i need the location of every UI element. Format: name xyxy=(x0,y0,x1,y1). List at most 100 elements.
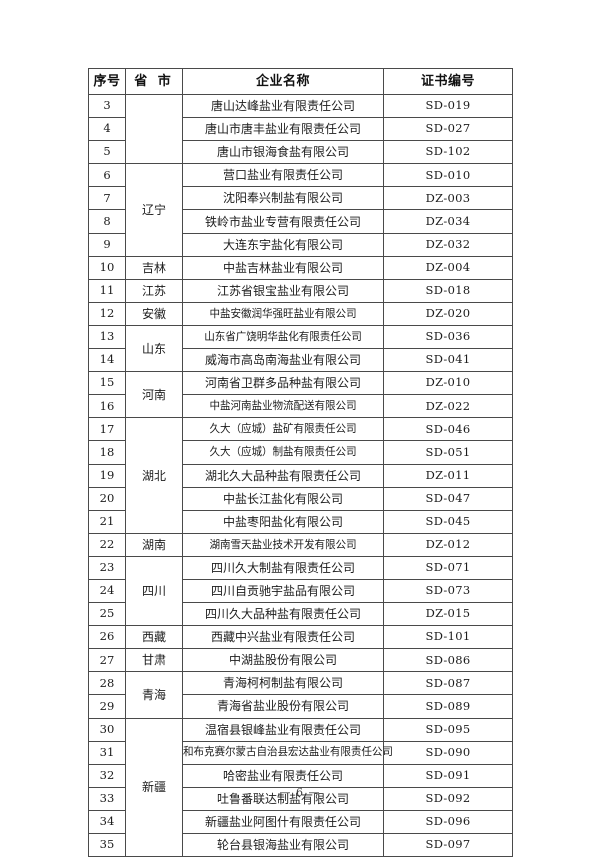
cell-company-name: 中盐河南盐业物流配送有限公司 xyxy=(182,394,384,419)
cell-certificate-number: SD-071 xyxy=(383,555,513,580)
cell-company-name: 青海省盐业股份有限公司 xyxy=(182,694,384,719)
cell-company-name: 中盐吉林盐业有限公司 xyxy=(182,255,384,280)
table-row: 11 江苏 江苏省银宝盐业有限公司 SD-018 xyxy=(88,278,513,303)
table-row: 22 湖南 湖南雪天盐业技术开发有限公司 DZ-012 xyxy=(88,532,513,557)
table-row: 9 大连东宇盐化有限公司 DZ-032 xyxy=(88,232,513,257)
cell-certificate-number: SD-036 xyxy=(383,324,513,350)
cell-sequence: 34 xyxy=(88,809,126,835)
cell-certificate-number: SD-018 xyxy=(383,278,513,303)
cell-certificate-number: SD-092 xyxy=(383,786,513,811)
cell-province: 河南 xyxy=(125,371,183,419)
cell-sequence: 33 xyxy=(88,786,126,811)
cell-certificate-number: SD-027 xyxy=(383,117,513,142)
cell-sequence: 5 xyxy=(88,140,126,165)
cell-company-name: 湖南雪天盐业技术开发有限公司 xyxy=(182,532,384,557)
table-row: 21 中盐枣阳盐化有限公司 SD-045 xyxy=(88,509,513,534)
cell-certificate-number: SD-097 xyxy=(383,832,513,857)
cell-company-name: 四川久大制盐有限责任公司 xyxy=(182,555,384,580)
table-row: 24 四川自贡驰宇盐品有限公司 SD-073 xyxy=(88,578,513,604)
cell-certificate-number: SD-073 xyxy=(383,578,513,604)
cell-certificate-number: DZ-010 xyxy=(383,371,513,396)
cell-certificate-number: SD-019 xyxy=(383,93,513,119)
cell-sequence: 35 xyxy=(88,832,126,857)
table-row: 13 山东 山东省广饶明华盐化有限责任公司 SD-036 xyxy=(88,324,513,373)
cell-certificate-number: SD-102 xyxy=(383,140,513,165)
cell-province: 新疆 xyxy=(125,717,183,857)
cell-province: 辽宁 xyxy=(125,163,183,257)
column-header-certificate: 证书编号 xyxy=(383,68,513,95)
cell-province: 甘肃 xyxy=(125,648,183,673)
cell-company-name: 营口盐业有限责任公司 xyxy=(182,163,384,188)
table-row: 10 吉林 中盐吉林盐业有限公司 DZ-004 xyxy=(88,255,513,280)
cell-sequence: 31 xyxy=(88,740,126,765)
cell-certificate-number: SD-095 xyxy=(383,717,513,742)
cell-sequence: 25 xyxy=(88,602,126,627)
cell-company-name: 久大（应城）制盐有限责任公司 xyxy=(182,440,384,465)
table-row: 25 四川久大品种盐有限责任公司 DZ-015 xyxy=(88,602,513,627)
cell-company-name: 唐山市唐丰盐业有限责任公司 xyxy=(182,117,384,142)
cell-certificate-number: DZ-032 xyxy=(383,232,513,257)
cell-sequence: 11 xyxy=(88,278,126,303)
cell-sequence: 27 xyxy=(88,648,126,673)
table-row: 23 四川 四川久大制盐有限责任公司 SD-071 xyxy=(88,555,513,627)
cell-province: 江苏 xyxy=(125,278,183,303)
cell-certificate-number: SD-047 xyxy=(383,486,513,511)
cell-sequence: 16 xyxy=(88,394,126,419)
cell-certificate-number: SD-087 xyxy=(383,671,513,696)
table-row: 6 辽宁 营口盐业有限责任公司 SD-010 xyxy=(88,163,513,257)
cell-certificate-number: SD-041 xyxy=(383,348,513,373)
cell-sequence: 17 xyxy=(88,417,126,442)
cell-sequence: 10 xyxy=(88,255,126,280)
table-row: 34 新疆盐业阿图什有限责任公司 SD-096 xyxy=(88,809,513,835)
table-row: 30 新疆 温宿县银峰盐业有限责任公司 SD-095 xyxy=(88,717,513,857)
cell-company-name: 威海市高岛南海盐业有限公司 xyxy=(182,348,384,373)
table-header: 序号 省 市 企业名称 证书编号 xyxy=(88,68,513,95)
cell-sequence: 6 xyxy=(88,163,126,188)
cell-sequence: 21 xyxy=(88,509,126,534)
cell-company-name: 久大（应城）盐矿有限责任公司 xyxy=(182,417,384,442)
table-row: 8 铁岭市盐业专营有限责任公司 DZ-034 xyxy=(88,209,513,234)
cell-province: 四川 xyxy=(125,555,183,627)
cell-company-name: 四川久大品种盐有限责任公司 xyxy=(182,602,384,627)
cell-certificate-number: SD-010 xyxy=(383,163,513,188)
cell-company-name: 唐山达峰盐业有限责任公司 xyxy=(182,93,384,119)
cell-sequence: 30 xyxy=(88,717,126,742)
cell-certificate-number: DZ-012 xyxy=(383,532,513,557)
cell-certificate-number: SD-051 xyxy=(383,440,513,465)
cell-sequence: 14 xyxy=(88,348,126,373)
cell-company-name: 和布克赛尔蒙古自治县宏达盐业有限责任公司 xyxy=(182,740,393,765)
column-header-sequence: 序号 xyxy=(88,68,126,95)
cell-certificate-number: DZ-011 xyxy=(383,463,513,488)
cell-company-name: 四川自贡驰宇盐品有限公司 xyxy=(182,578,384,604)
page-number-footer: — 6 — xyxy=(279,786,321,799)
cell-sequence: 4 xyxy=(88,117,126,142)
cell-company-name: 铁岭市盐业专营有限责任公司 xyxy=(182,209,384,234)
cell-sequence: 3 xyxy=(88,93,126,119)
certificate-table: 序号 省 市 企业名称 证书编号 3 唐山达峰盐业有限责任公司 SD-019 4 唐山市… xyxy=(88,68,513,857)
cell-certificate-number: SD-090 xyxy=(383,740,513,765)
table-row: 18 久大（应城）制盐有限责任公司 SD-051 xyxy=(88,440,513,465)
cell-sequence: 13 xyxy=(88,324,126,350)
cell-company-name: 中盐长江盐化有限公司 xyxy=(182,486,384,511)
cell-company-name: 轮台县银海盐业有限公司 xyxy=(182,832,384,857)
table-row: 4 唐山市唐丰盐业有限责任公司 SD-027 xyxy=(88,117,513,142)
cell-province: 安徽 xyxy=(125,301,183,326)
table-body: 3 唐山达峰盐业有限责任公司 SD-019 4 唐山市唐丰盐业有限责任公司 SD-027 5… xyxy=(88,93,513,857)
cell-company-name: 山东省广饶明华盐化有限责任公司 xyxy=(182,324,384,350)
cell-sequence: 7 xyxy=(88,186,126,211)
table-row: 29 青海省盐业股份有限公司 SD-089 xyxy=(88,694,513,719)
cell-sequence: 20 xyxy=(88,486,126,511)
cell-sequence: 15 xyxy=(88,371,126,396)
cell-company-name: 湖北久大品种盐有限责任公司 xyxy=(182,463,384,488)
cell-sequence: 18 xyxy=(88,440,126,465)
cell-certificate-number: SD-086 xyxy=(383,648,513,673)
cell-sequence: 24 xyxy=(88,578,126,604)
cell-company-name: 新疆盐业阿图什有限责任公司 xyxy=(182,809,384,835)
cell-certificate-number: DZ-022 xyxy=(383,394,513,419)
table-row: 15 河南 河南省卫群多品种盐有限公司 DZ-010 xyxy=(88,371,513,419)
table-row: 16 中盐河南盐业物流配送有限公司 DZ-022 xyxy=(88,394,513,419)
cell-company-name: 中盐安徽润华强旺盐业有限公司 xyxy=(182,301,384,326)
cell-certificate-number: SD-091 xyxy=(383,763,513,788)
cell-sequence: 23 xyxy=(88,555,126,580)
